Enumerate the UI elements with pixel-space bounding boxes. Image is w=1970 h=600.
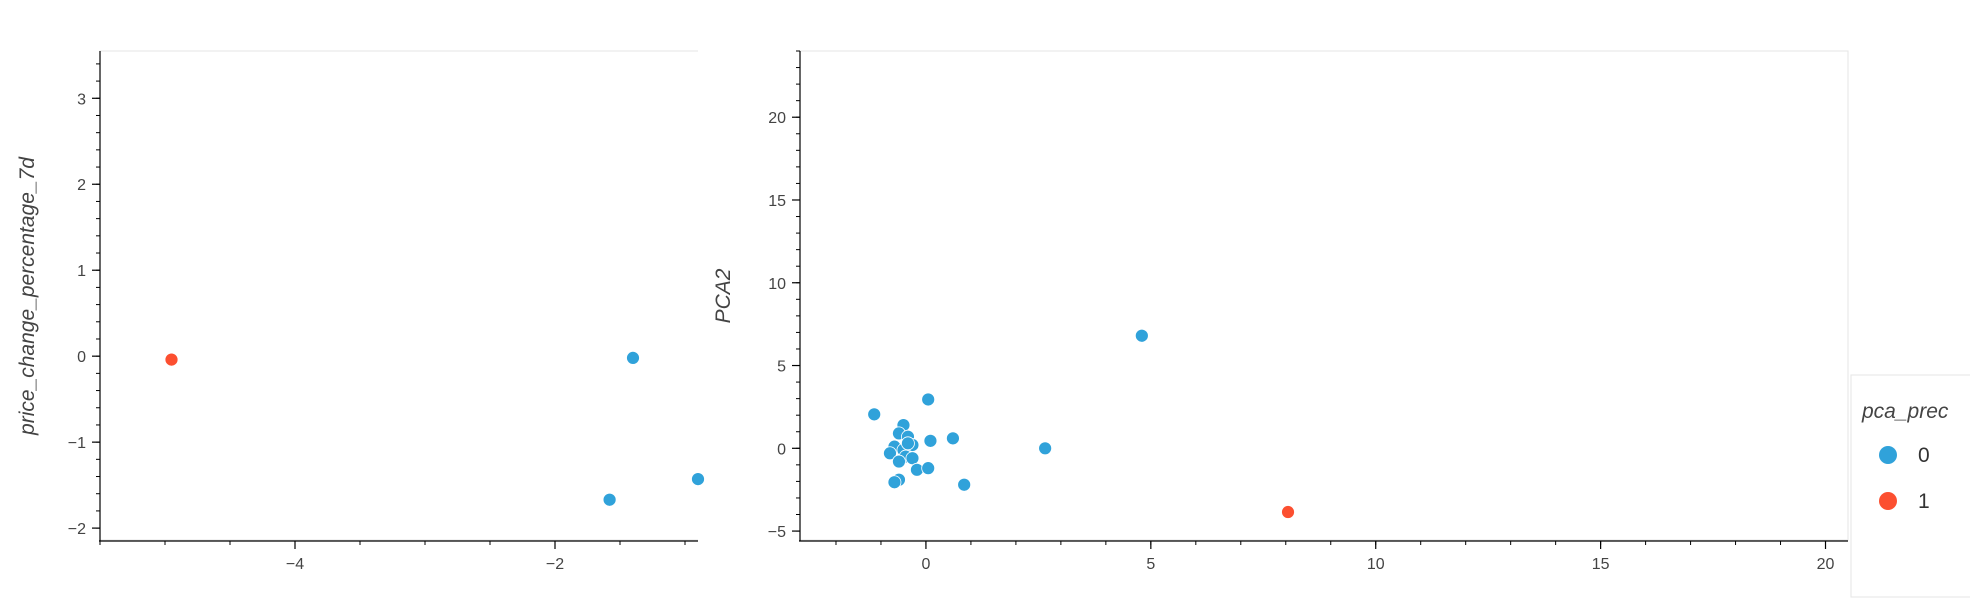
data-point-series-0	[1038, 441, 1053, 456]
legend-label-1: 1	[1918, 490, 1930, 513]
legend-box	[1850, 374, 1970, 598]
y-tick-label: 5	[777, 359, 786, 376]
y-tick-label: −1	[68, 435, 86, 452]
x-tick-label: −2	[546, 556, 564, 573]
legend-label-0: 0	[1918, 444, 1930, 467]
plot1-frame	[99, 50, 698, 541]
data-point-series-0	[691, 472, 705, 487]
data-point-series-0	[1134, 328, 1149, 343]
plot2-frame	[799, 50, 1849, 541]
data-point-series-0	[905, 451, 920, 466]
x-tick-label: 15	[1592, 556, 1610, 573]
y-tick-label: −5	[768, 524, 786, 541]
x-tick-label: 0	[921, 556, 930, 573]
plot2-points	[867, 328, 1295, 519]
data-point-series-0	[946, 431, 960, 446]
x-tick-label: 20	[1817, 556, 1835, 573]
plot2-x-ticks: 0 5 10 15 20	[835, 541, 1835, 573]
plot1-y-axis-title: price_change_percentage_7d	[16, 156, 39, 436]
x-tick-label: 10	[1367, 556, 1385, 573]
data-point-series-0	[901, 436, 915, 451]
plot2-y-ticks: −5 0 5 10 15 20	[768, 50, 800, 541]
y-tick-label: 10	[768, 276, 786, 293]
data-point-series-0	[923, 433, 938, 448]
y-tick-label: 2	[77, 177, 86, 194]
scatter-plot-pca: −5 0 5 10 15 20 0 5 10 15 20 PCA2	[712, 50, 1849, 573]
data-point-series-1	[1281, 505, 1295, 519]
data-point-series-0	[957, 477, 972, 492]
data-point-series-0	[883, 446, 897, 461]
plot1-points	[164, 350, 705, 507]
y-tick-label: 3	[77, 91, 86, 108]
y-tick-label: 0	[777, 441, 786, 458]
x-tick-label: −4	[286, 556, 304, 573]
data-point-series-0	[626, 350, 640, 365]
y-tick-label: 0	[77, 349, 86, 366]
data-point-series-1	[164, 352, 179, 367]
y-tick-label: 1	[77, 263, 86, 280]
legend-marker-1	[1879, 492, 1897, 510]
data-point-series-0	[892, 454, 906, 469]
plot1-y-ticks: −2 −1 0 1 2 3	[68, 63, 100, 538]
x-tick-label: 5	[1146, 556, 1155, 573]
data-point-series-0	[867, 407, 882, 422]
legend-marker-0	[1879, 446, 1897, 464]
data-point-series-0	[921, 392, 936, 407]
plot2-y-axis-title: PCA2	[712, 268, 735, 323]
y-tick-label: 15	[768, 193, 786, 210]
plot1-x-ticks: −4 −2	[99, 541, 686, 573]
data-point-series-0	[887, 475, 902, 490]
data-point-series-0	[921, 461, 936, 476]
data-point-series-0	[602, 492, 617, 507]
legend-title: pca_prec	[1861, 400, 1949, 423]
legend: pca_prec 0 1	[1850, 374, 1970, 598]
y-tick-label: 20	[768, 110, 786, 127]
y-tick-label: −2	[68, 521, 86, 538]
scatter-plot-price-change: −2 −1 0 1 2 3 −4 −2 price_change_percentage_7d	[16, 50, 705, 573]
